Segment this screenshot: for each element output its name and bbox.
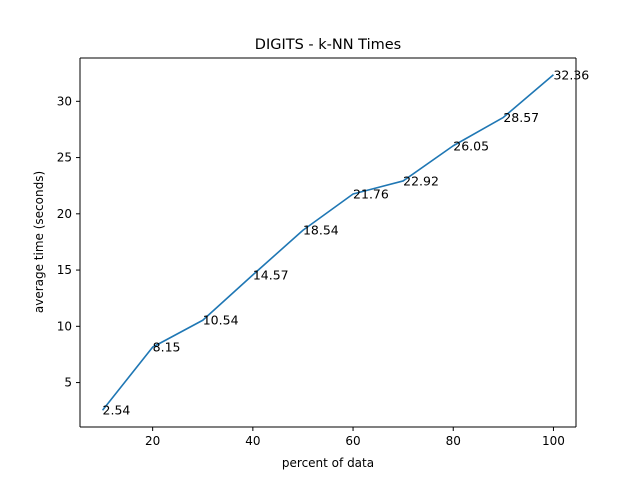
data-label: 14.57 (253, 267, 289, 282)
y-tick-label: 20 (57, 207, 72, 221)
data-label: 8.15 (153, 340, 181, 355)
y-tick-label: 10 (57, 319, 72, 333)
x-tick-label: 100 (542, 434, 565, 448)
y-tick-label: 15 (57, 263, 72, 277)
x-tick-label: 80 (446, 434, 461, 448)
series-group (101, 74, 554, 411)
data-labels: 2.54 8.15 10.54 14.57 18.54 21.76 22.92 26.05 28… (103, 67, 590, 417)
x-axis-ticks: 20 40 60 80 100 (145, 427, 565, 448)
x-tick-label: 60 (345, 434, 360, 448)
series-line (101, 74, 554, 411)
data-label: 28.57 (503, 110, 539, 125)
plot-area (79, 57, 577, 428)
data-label: 26.05 (453, 138, 489, 153)
y-tick-label: 5 (64, 376, 72, 390)
chart-title: DIGITS - k-NN Times (255, 37, 401, 53)
y-tick-label: 25 (57, 151, 72, 165)
data-label: 21.76 (353, 187, 389, 202)
x-axis-label: percent of data (282, 456, 374, 470)
data-label: 22.92 (403, 173, 439, 188)
y-tick-label: 30 (57, 94, 72, 108)
x-tick-label: 20 (145, 434, 160, 448)
x-tick-label: 40 (245, 434, 260, 448)
data-label: 32.36 (553, 67, 589, 82)
data-label: 18.54 (303, 223, 339, 238)
y-axis-label: average time (seconds) (32, 171, 46, 313)
y-axis-ticks: 5 10 15 20 25 30 (57, 94, 80, 390)
data-label: 10.54 (203, 313, 239, 328)
data-label: 2.54 (103, 403, 131, 418)
